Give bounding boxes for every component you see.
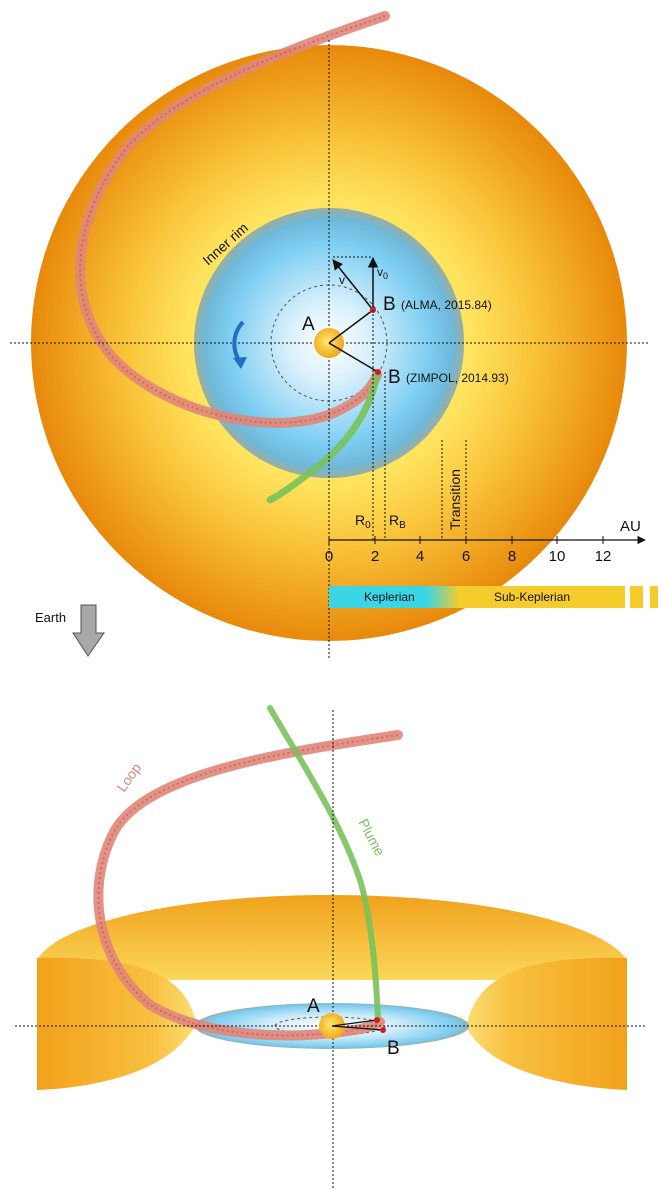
point-b-zimpol [375,369,381,375]
radius-alma [328,309,374,344]
tick-12: 12 [595,548,612,565]
rb-label: RB [389,512,406,531]
au-ticks [328,536,604,544]
side-plume [267,705,381,1021]
b-zimpol-note: (ZIMPOL, 2014.93) [406,371,509,385]
side-point-b2 [380,1027,386,1033]
top-view: A v v0 B (ALMA, 2015.84) B (ZIMPOL, 2014… [10,11,658,660]
tick-4: 4 [416,548,424,565]
plume-label: Plume [355,816,388,859]
r0-label: R0 [355,512,371,531]
au-unit: AU [620,518,641,535]
ring-top-surface [37,895,627,980]
bar-dash-2 [650,586,658,608]
b-alma-label: B [383,294,396,315]
plume-streak [266,371,381,504]
earth-arrow [72,604,105,657]
tick-2: 2 [371,548,379,565]
side-point-b1 [374,1017,380,1023]
side-radius-1 [331,1019,378,1027]
sub-keplerian-label: Sub-Keplerian [494,590,570,604]
tick-8: 8 [508,548,516,565]
v-vector [332,259,374,311]
transition-label: Transition [447,469,463,530]
au-tick-labels: 0 2 4 6 8 10 12 [325,548,612,565]
earth-label: Earth [35,610,66,625]
side-loop-edge [97,734,399,1037]
radius-zimpol [328,342,379,373]
star-a-label: A [302,314,315,335]
ring-left-wall [37,957,202,1090]
tick-10: 10 [549,548,566,565]
side-b-label: B [387,1038,400,1059]
tick-0: 0 [325,548,333,565]
b-alma-note: (ALMA, 2015.84) [401,298,492,312]
tick-6: 6 [462,548,470,565]
v0-label: v0 [377,265,388,281]
keplerian-bar [329,586,625,608]
side-radius-2 [331,1025,384,1031]
side-star-label: A [307,996,320,1017]
keplerian-label: Keplerian [364,590,415,604]
ring-right-wall [460,957,627,1090]
b-zimpol-label: B [388,367,401,388]
v-label: v [339,273,345,287]
side-view: A B Loop Plume [15,705,645,1189]
loop-label: Loop [113,760,144,795]
loop-spiral [75,11,390,428]
rotation-arrow-head [233,357,247,369]
bar-dash-1 [630,586,643,608]
